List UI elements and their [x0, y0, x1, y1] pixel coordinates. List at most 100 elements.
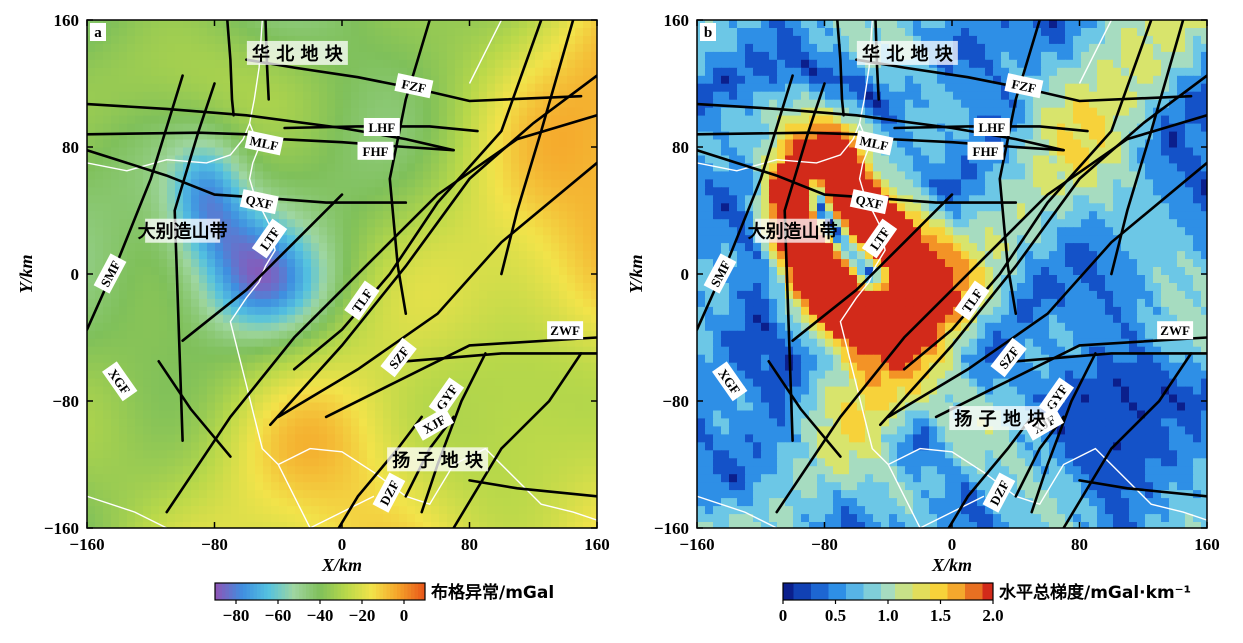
panel-b: bFZFLHFMLFFHFQXFLTFSMFTLFZWFSZFXGFGYFXJF… — [626, 11, 1220, 625]
colorbar-segment — [327, 583, 331, 600]
colorbar-segment — [415, 583, 419, 600]
colorbar-segment — [899, 583, 903, 600]
colorbar-segment — [247, 583, 251, 600]
colorbar-segment — [387, 583, 391, 600]
colorbar-segment — [394, 583, 398, 600]
colorbar-segment — [376, 583, 380, 600]
region-label: 大别造山带 — [138, 221, 228, 243]
region-label: 华 北 地 块 — [252, 43, 344, 65]
colorbar-segment — [296, 583, 300, 600]
colorbar-segment — [404, 583, 408, 600]
x-tick-label: 0 — [948, 535, 957, 554]
colorbar-segment — [306, 583, 310, 600]
svg-text:FHF: FHF — [363, 144, 389, 159]
colorbar-segment — [268, 583, 272, 600]
colorbar-segment — [986, 583, 990, 600]
colorbar-segment — [895, 583, 899, 600]
panel-letter: a — [94, 25, 102, 41]
y-axis-label: Y/km — [16, 255, 36, 294]
colorbar-segment — [808, 583, 812, 600]
colorbar-segment — [836, 583, 840, 600]
colorbar-segment — [927, 583, 931, 600]
colorbar-segment — [801, 583, 805, 600]
colorbar-segment — [278, 583, 282, 600]
y-tick-label: 80 — [62, 138, 79, 157]
colorbar-segment — [951, 583, 955, 600]
x-tick-label: 160 — [1194, 535, 1220, 554]
colorbar-label: 布格异常/mGal — [431, 582, 554, 603]
colorbar-segment — [913, 583, 917, 600]
colorbar-segment — [236, 583, 240, 600]
colorbar-segment — [916, 583, 920, 600]
region-label: 扬 子 地 块 — [954, 408, 1046, 430]
colorbar-segment — [313, 583, 317, 600]
x-axis-label: X/km — [321, 555, 362, 575]
fault-label-lhf: LHF — [364, 118, 400, 136]
colorbar-segment — [843, 583, 847, 600]
colorbar-segment — [254, 583, 258, 600]
colorbar-segment — [829, 583, 833, 600]
colorbar-segment — [983, 583, 987, 600]
colorbar-segment — [850, 583, 854, 600]
colorbar-segment — [317, 583, 321, 600]
heatmap-b — [697, 20, 1210, 531]
colorbar-segment — [226, 583, 230, 600]
colorbar-segment — [369, 583, 373, 600]
colorbar-segment — [867, 583, 871, 600]
colorbar-segment — [229, 583, 233, 600]
x-tick-label: −80 — [811, 535, 838, 554]
svg-text:LHF: LHF — [368, 120, 395, 135]
y-tick-label: −160 — [654, 519, 689, 538]
colorbar-segment — [818, 583, 822, 600]
colorbar-segment — [962, 583, 966, 600]
colorbar-segment — [969, 583, 973, 600]
colorbar-tick-label: 0 — [779, 606, 788, 625]
colorbar-segment — [348, 583, 352, 600]
colorbar-segment — [299, 583, 303, 600]
colorbar-segment — [853, 583, 857, 600]
colorbar-tick-label: −40 — [307, 606, 334, 625]
colorbar-segment — [243, 583, 247, 600]
x-tick-label: −80 — [201, 535, 228, 554]
colorbar-segment — [359, 583, 363, 600]
colorbar-segment — [958, 583, 962, 600]
colorbar-segment — [881, 583, 885, 600]
colorbar-segment — [955, 583, 959, 600]
colorbar-segment — [408, 583, 412, 600]
colorbar-segment — [909, 583, 913, 600]
colorbar-segment — [902, 583, 906, 600]
colorbar-tick-label: 0 — [400, 606, 409, 625]
colorbar-segment — [920, 583, 924, 600]
colorbar-segment — [878, 583, 882, 600]
x-tick-label: 80 — [1071, 535, 1088, 554]
colorbar-segment — [934, 583, 938, 600]
colorbar-segment — [233, 583, 237, 600]
x-tick-label: 160 — [584, 535, 610, 554]
colorbar-segment — [972, 583, 976, 600]
colorbar-segment — [257, 583, 261, 600]
colorbar-tick-label: −20 — [349, 606, 376, 625]
colorbar-tick-label: 2.0 — [982, 606, 1003, 625]
colorbar-segment — [240, 583, 244, 600]
colorbar-segment — [261, 583, 265, 600]
colorbar-segment — [289, 583, 293, 600]
colorbar-segment — [944, 583, 948, 600]
colorbar-segment — [334, 583, 338, 600]
fault-label-zwf: ZWF — [1157, 321, 1193, 339]
colorbar-segment — [397, 583, 401, 600]
colorbar-segment — [401, 583, 405, 600]
colorbar-segment — [383, 583, 387, 600]
colorbar-segment — [825, 583, 829, 600]
region-label: 华 北 地 块 — [862, 43, 954, 65]
colorbar-segment — [338, 583, 342, 600]
x-tick-label: 80 — [461, 535, 478, 554]
colorbar-segment — [264, 583, 268, 600]
svg-text:ZWF: ZWF — [550, 323, 580, 338]
colorbar-segment — [285, 583, 289, 600]
colorbar-segment — [857, 583, 861, 600]
y-axis-label: Y/km — [626, 255, 646, 294]
colorbar-segment — [215, 583, 219, 600]
